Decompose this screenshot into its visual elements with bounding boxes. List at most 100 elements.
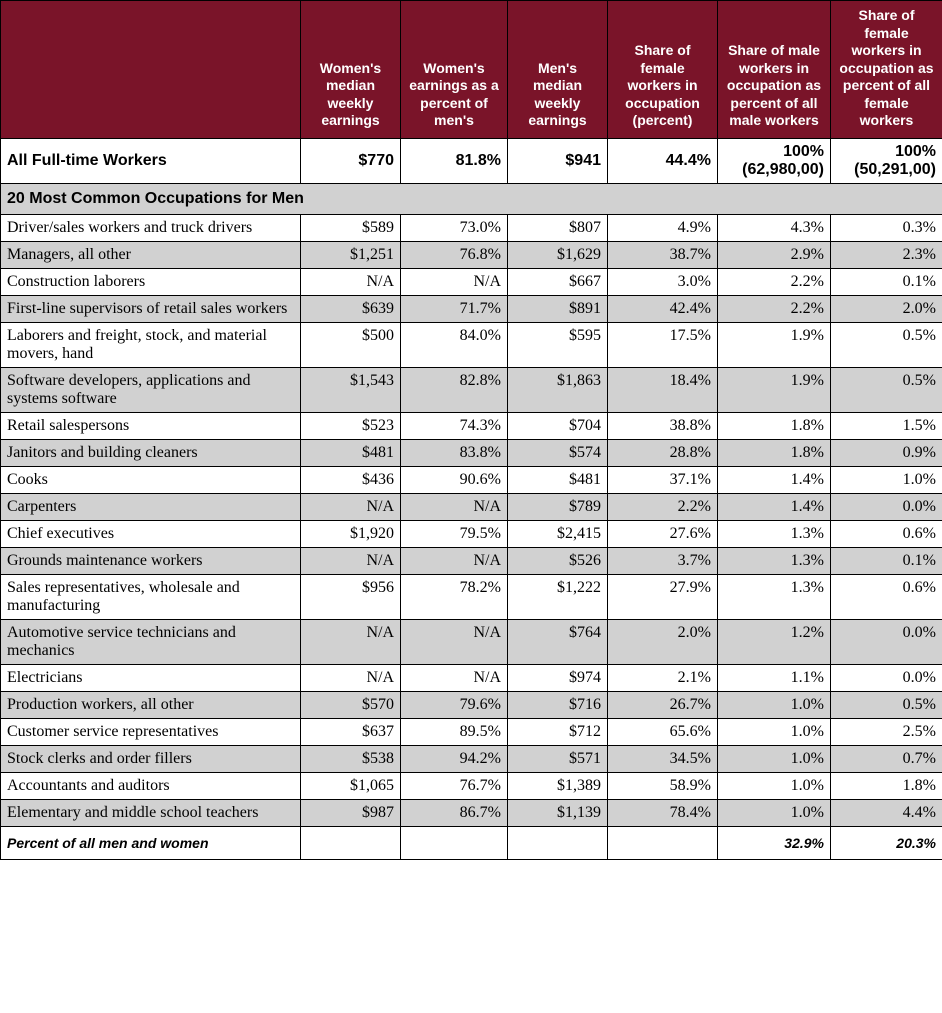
row-val: 78.4% [608,799,718,826]
table-row: Grounds maintenance workersN/AN/A$5263.7… [1,547,942,574]
table-row: CarpentersN/AN/A$7892.2%1.4%0.0% [1,493,942,520]
all-workers-val-2: $941 [508,138,608,183]
row-val: 83.8% [401,439,508,466]
row-val: 3.7% [608,547,718,574]
row-val: N/A [401,493,508,520]
row-val: 1.0% [718,772,831,799]
row-label: Production workers, all other [1,691,301,718]
row-val: $1,629 [508,241,608,268]
row-label: Managers, all other [1,241,301,268]
all-workers-val-4: 100%(62,980,00) [718,138,831,183]
row-val: 0.1% [831,268,942,295]
table-row: Chief executives$1,92079.5%$2,41527.6%1.… [1,520,942,547]
row-val: 73.0% [401,214,508,241]
row-label: Elementary and middle school teachers [1,799,301,826]
row-val: 71.7% [401,295,508,322]
row-val: $500 [301,322,401,367]
row-val: $574 [508,439,608,466]
row-val: N/A [301,619,401,664]
row-label: Accountants and auditors [1,772,301,799]
row-val: $712 [508,718,608,745]
row-label: Janitors and building cleaners [1,439,301,466]
row-label: First-line supervisors of retail sales w… [1,295,301,322]
table-row: Janitors and building cleaners$48183.8%$… [1,439,942,466]
row-val: $807 [508,214,608,241]
row-val: $974 [508,664,608,691]
row-val: N/A [401,547,508,574]
row-val: 4.4% [831,799,942,826]
row-val: 89.5% [401,718,508,745]
row-val: $589 [301,214,401,241]
table-row: Retail salespersons$52374.3%$70438.8%1.8… [1,412,942,439]
row-label: Laborers and freight, stock, and materia… [1,322,301,367]
row-val: $2,415 [508,520,608,547]
row-val: 1.0% [831,466,942,493]
footer-val [608,826,718,859]
row-val: $1,543 [301,367,401,412]
row-label: Customer service representatives [1,718,301,745]
row-val: N/A [301,547,401,574]
row-val: 18.4% [608,367,718,412]
row-val: 2.1% [608,664,718,691]
row-label: Cooks [1,466,301,493]
row-val: 2.2% [718,295,831,322]
row-val: $764 [508,619,608,664]
row-val: 1.5% [831,412,942,439]
row-val: 0.0% [831,619,942,664]
footer-val [508,826,608,859]
table-row: Software developers, applications and sy… [1,367,942,412]
row-val: 1.3% [718,520,831,547]
row-val: 27.6% [608,520,718,547]
row-val: 0.5% [831,367,942,412]
row-val: $987 [301,799,401,826]
row-val: $595 [508,322,608,367]
row-val: 82.8% [401,367,508,412]
row-val: $716 [508,691,608,718]
row-val: $667 [508,268,608,295]
row-val: 79.5% [401,520,508,547]
table-row: Customer service representatives$63789.5… [1,718,942,745]
row-val: 2.0% [608,619,718,664]
row-val: 0.5% [831,322,942,367]
row-val: 2.9% [718,241,831,268]
row-label: Stock clerks and order fillers [1,745,301,772]
footer-val [301,826,401,859]
row-val: 84.0% [401,322,508,367]
row-val: 1.0% [718,691,831,718]
row-val: $1,222 [508,574,608,619]
row-val: 1.3% [718,574,831,619]
table-row: Laborers and freight, stock, and materia… [1,322,942,367]
row-val: 78.2% [401,574,508,619]
row-label: Carpenters [1,493,301,520]
table-row: First-line supervisors of retail sales w… [1,295,942,322]
section-heading-row: 20 Most Common Occupations for Men [1,183,942,214]
row-val: $1,863 [508,367,608,412]
row-val: 58.9% [608,772,718,799]
header-blank [1,1,301,139]
row-val: 1.8% [718,412,831,439]
row-val: $570 [301,691,401,718]
footer-val: 32.9% [718,826,831,859]
all-workers-val-5: 100%(50,291,00) [831,138,942,183]
row-val: 74.3% [401,412,508,439]
row-val: 38.7% [608,241,718,268]
all-workers-label: All Full-time Workers [1,138,301,183]
row-val: 4.3% [718,214,831,241]
row-val: $1,251 [301,241,401,268]
section-heading: 20 Most Common Occupations for Men [1,183,942,214]
row-val: $1,065 [301,772,401,799]
row-val: 0.7% [831,745,942,772]
row-val: 0.0% [831,664,942,691]
row-val: 37.1% [608,466,718,493]
row-val: 1.2% [718,619,831,664]
footer-val: 20.3% [831,826,942,859]
footer-val [401,826,508,859]
table-row: Cooks$43690.6%$48137.1%1.4%1.0% [1,466,942,493]
footer-label: Percent of all men and women [1,826,301,859]
row-val: 76.8% [401,241,508,268]
row-val: $956 [301,574,401,619]
row-val: $637 [301,718,401,745]
row-val: 2.2% [718,268,831,295]
row-val: 1.0% [718,718,831,745]
row-val: 86.7% [401,799,508,826]
